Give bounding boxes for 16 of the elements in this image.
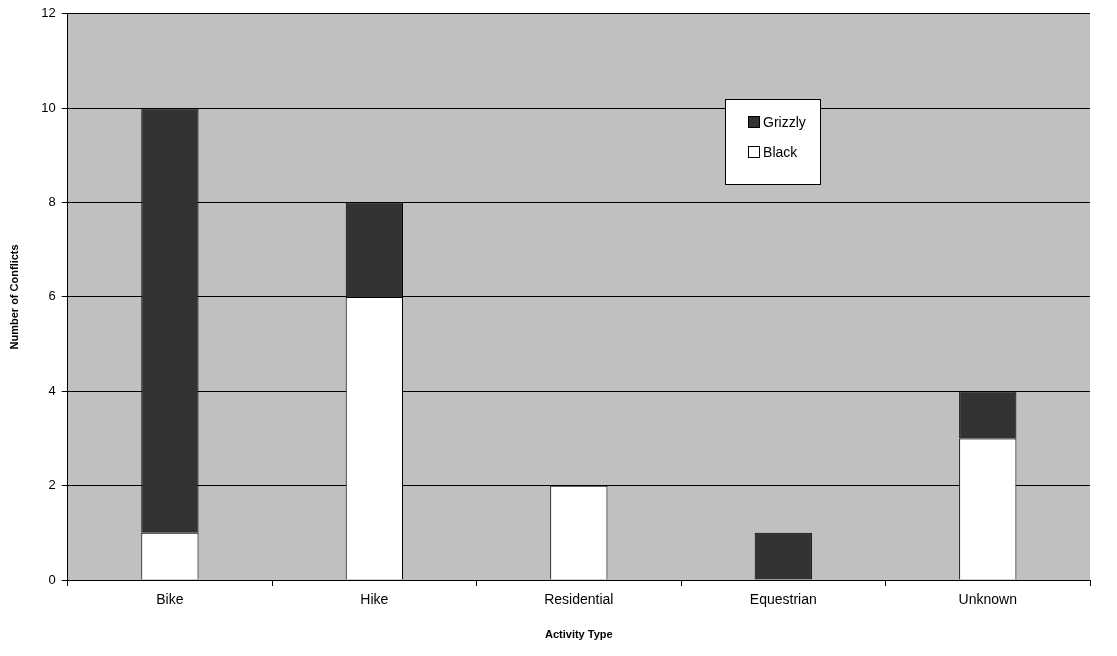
y-tick-label: 4 <box>48 382 56 398</box>
x-tick-label: Hike <box>360 591 389 608</box>
y-tick-label: 2 <box>48 477 56 493</box>
y-tick-label: 0 <box>48 571 56 587</box>
y-tick-label: 6 <box>48 288 56 304</box>
x-tick-label: Bike <box>156 591 184 608</box>
y-axis-title: Number of Conflicts <box>7 244 20 350</box>
legend-label: Black <box>763 143 798 160</box>
y-tick-label: 10 <box>41 99 56 115</box>
x-axis-title: Activity Type <box>545 628 613 641</box>
x-tick-label: Unknown <box>958 591 1017 608</box>
legend-label: Grizzly <box>763 113 806 130</box>
x-tick-label: Equestrian <box>749 591 817 608</box>
y-tick-label: 8 <box>48 194 56 210</box>
y-tick-label: 12 <box>41 5 56 21</box>
x-tick-label: Residential <box>544 591 614 608</box>
